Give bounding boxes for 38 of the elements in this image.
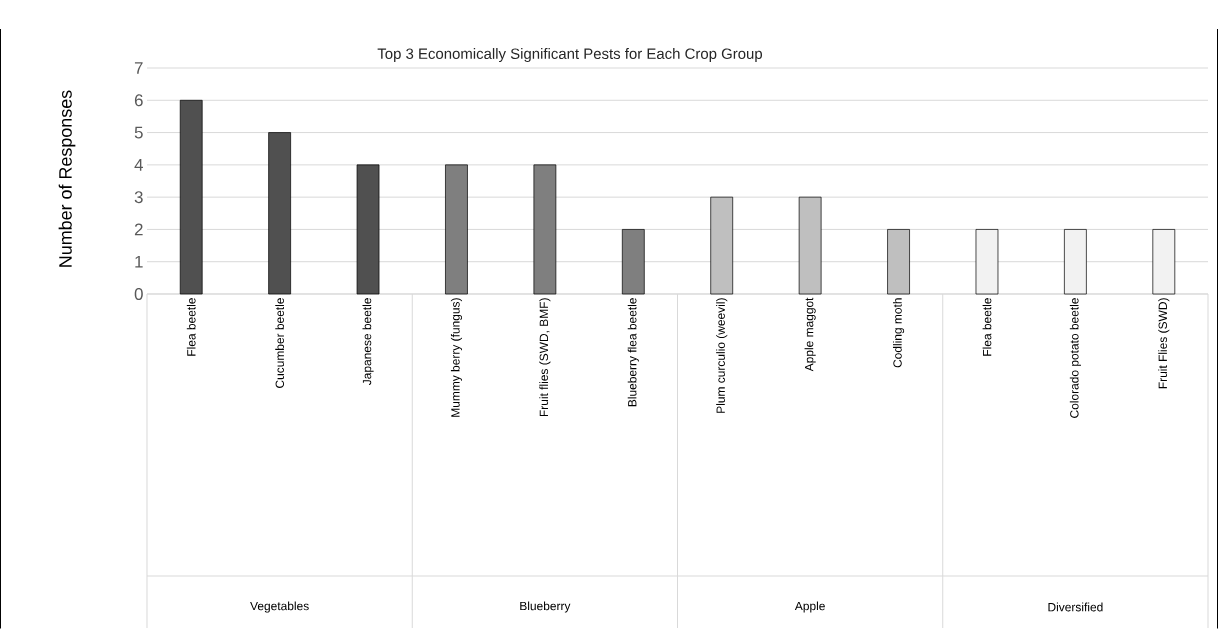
bar bbox=[1152, 229, 1176, 295]
x-tick-label: Cucumber beetle bbox=[275, 298, 285, 388]
bar bbox=[445, 164, 468, 295]
x-tick-label: Colorado potato beetle bbox=[1069, 298, 1081, 418]
bar bbox=[798, 196, 822, 295]
bar bbox=[887, 229, 910, 295]
bar bbox=[356, 164, 380, 295]
y-tick-label: 4 bbox=[134, 159, 143, 171]
x-tick-label: Fruit flies (SWD, BMF) bbox=[539, 298, 551, 417]
text: Apple bbox=[794, 601, 825, 613]
bar bbox=[179, 99, 203, 295]
x-tick-label: Fruit Flies (SWD) bbox=[1158, 298, 1170, 389]
text: Vegetables bbox=[250, 601, 309, 613]
y-tick-label: 3 bbox=[134, 191, 143, 204]
y-tick-label: 2 bbox=[134, 223, 143, 236]
bar bbox=[1064, 229, 1087, 295]
bar bbox=[533, 164, 557, 295]
x-tick-label: Mummy berry (fungus) bbox=[450, 298, 463, 417]
x-tick-label: Blueberry flea beetle bbox=[627, 298, 639, 407]
y-axis-title: Number of Responses bbox=[58, 90, 76, 267]
y-tick-label: 0 bbox=[134, 288, 143, 301]
x-tick-label: Flea beetle bbox=[186, 298, 196, 356]
x-tick-label: Flea beetle bbox=[982, 298, 992, 356]
y-tick-label: 7 bbox=[134, 62, 143, 74]
y-tick-label: 5 bbox=[134, 126, 143, 139]
x-tick-label: Codling moth bbox=[892, 298, 905, 368]
bar bbox=[268, 132, 291, 295]
x-tick-label: Apple maggot bbox=[804, 297, 816, 372]
bar bbox=[975, 229, 999, 295]
bar bbox=[621, 229, 645, 295]
y-tick-label: 6 bbox=[134, 94, 143, 107]
x-tick-label: Plum curculio (weevil) bbox=[716, 298, 728, 413]
bar bbox=[710, 196, 734, 295]
x-tick-label: Japanese beetle bbox=[362, 298, 374, 386]
chart-title: Top 3 Economically Significant Pests for Each Crop Group bbox=[377, 48, 763, 62]
text: Diversified bbox=[1048, 602, 1103, 612]
y-tick-label: 1 bbox=[135, 255, 143, 268]
text: Blueberry bbox=[520, 601, 571, 613]
